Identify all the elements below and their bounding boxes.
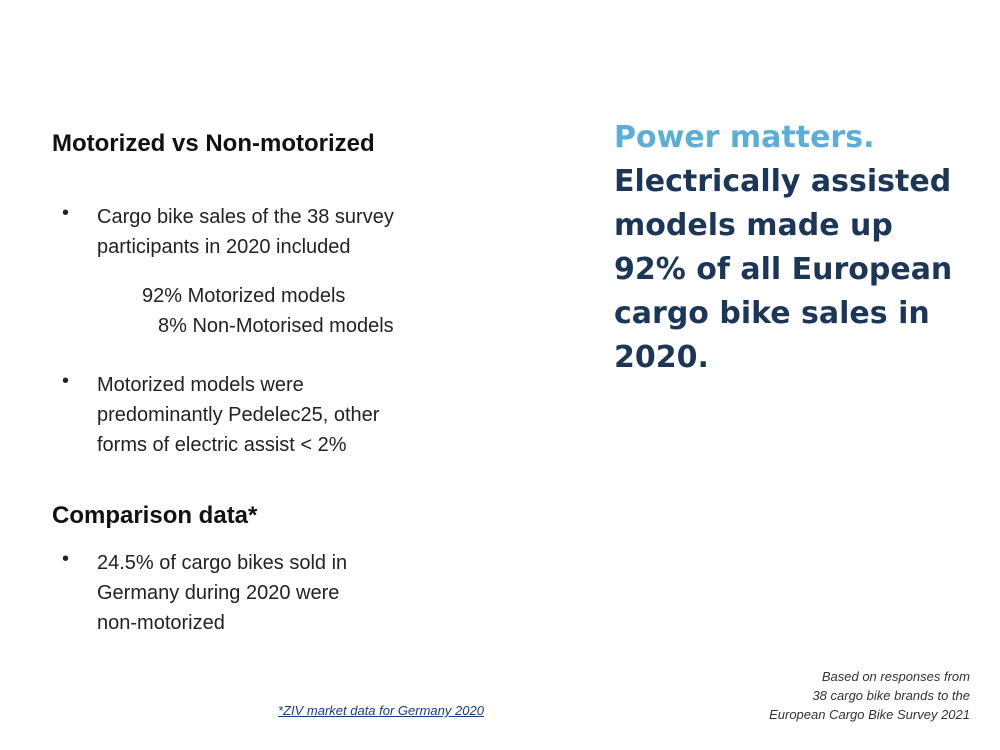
bullet-text: Motorized models were predominantly Pede… <box>97 370 379 460</box>
text-line: participants in 2020 included <box>97 236 351 258</box>
bullet-text: Cargo bike sales of the 38 survey partic… <box>97 202 394 262</box>
source-line: 38 cargo bike brands to the <box>812 688 970 703</box>
bullet-dot: • <box>62 548 70 570</box>
text-line: forms of electric assist < 2% <box>97 434 347 456</box>
source-note: Based on responses from 38 cargo bike br… <box>769 667 970 724</box>
bullet-dot: • <box>62 370 70 392</box>
accent-headline: Power matters. <box>614 120 875 155</box>
headline-line: models made up <box>614 208 893 243</box>
text-line: Germany during 2020 were <box>97 582 340 604</box>
bullet-dot: • <box>62 202 70 224</box>
bullet-text: 24.5% of cargo bikes sold in Germany dur… <box>97 548 347 638</box>
heading: Motorized vs Non-motorized <box>52 130 375 157</box>
source-line: Based on responses from <box>821 669 970 684</box>
headline-line: 2020. <box>614 340 709 375</box>
source-line: European Cargo Bike Survey 2021 <box>769 707 970 722</box>
headline: Electrically assisted models made up 92%… <box>614 160 952 380</box>
footnote: *ZIV market data for Germany 2020 <box>278 703 484 718</box>
headline-line: 92% of all European <box>614 252 953 287</box>
breakdown-line: 92% Motorized models <box>142 285 346 307</box>
headline-line: Electrically assisted <box>614 164 952 199</box>
text-line: Motorized models were <box>97 374 304 396</box>
text-line: 24.5% of cargo bikes sold in <box>97 552 348 574</box>
text-line: predominantly Pedelec25, other <box>97 404 380 426</box>
heading: Comparison data* <box>52 502 258 529</box>
headline-line: cargo bike sales in <box>614 296 930 331</box>
text-line: non-motorized <box>97 612 225 634</box>
breakdown-line: 8% Non-Motorised models <box>158 315 394 337</box>
text-line: Cargo bike sales of the 38 survey <box>97 206 394 228</box>
